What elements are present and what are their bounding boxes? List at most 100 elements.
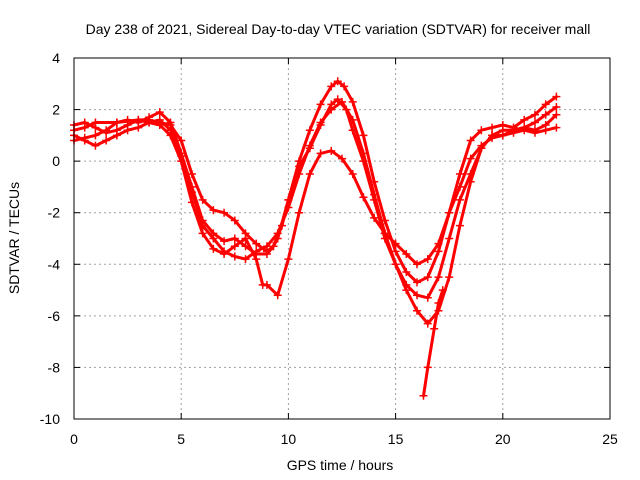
y-tick-label: 4: [52, 50, 60, 66]
data-point: [316, 118, 325, 127]
data-point: [241, 234, 250, 243]
data-point: [198, 195, 207, 204]
data-point: [380, 229, 389, 238]
data-point: [230, 242, 239, 251]
data-point: [413, 278, 422, 287]
data-point: [498, 121, 507, 130]
data-point: [305, 141, 314, 150]
data-point: [327, 82, 336, 91]
data-point: [477, 126, 486, 135]
data-point: [273, 291, 282, 300]
data-point: [520, 126, 529, 135]
data-point: [391, 247, 400, 256]
data-point: [295, 170, 304, 179]
plot-frame: [73, 57, 611, 420]
series-group: [70, 77, 561, 400]
data-point: [187, 198, 196, 207]
data-point: [327, 146, 336, 155]
data-point: [91, 131, 100, 140]
data-point: [177, 136, 186, 145]
data-point: [359, 193, 368, 202]
data-point: [348, 97, 357, 106]
x-tick-label: 15: [388, 431, 404, 447]
series-line-track-3: [72, 100, 558, 326]
data-point: [220, 237, 229, 246]
data-point: [455, 170, 464, 179]
data-point: [455, 221, 464, 230]
data-point: [455, 195, 464, 204]
data-point: [413, 291, 422, 300]
data-point: [430, 324, 439, 333]
data-point: [316, 100, 325, 109]
data-point: [91, 123, 100, 132]
y-tick-label: -10: [40, 411, 60, 427]
data-point: [338, 154, 346, 163]
data-point: [295, 208, 304, 217]
data-point: [123, 126, 132, 135]
data-point: [402, 249, 411, 258]
data-point: [338, 97, 346, 106]
data-point: [423, 293, 432, 302]
data-point: [155, 108, 164, 117]
data-point: [359, 149, 368, 158]
series-line-track-2: [72, 79, 558, 284]
data-point: [509, 128, 518, 137]
x-axis-label: GPS time / hours: [287, 457, 394, 473]
data-point: [134, 123, 143, 132]
axis-ticks: [73, 57, 611, 420]
data-point: [327, 105, 336, 114]
data-point: [466, 136, 475, 145]
x-tick-label: 5: [177, 431, 185, 447]
data-point: [413, 260, 422, 269]
data-point: [466, 154, 475, 163]
data-point: [80, 118, 89, 127]
data-point: [230, 252, 239, 261]
data-point: [423, 255, 432, 264]
data-point: [155, 121, 164, 130]
data-point: [402, 286, 411, 295]
data-point: [359, 131, 368, 140]
data-point: [423, 363, 432, 372]
y-tick-label: -4: [48, 256, 61, 272]
data-point: [438, 286, 447, 295]
data-point: [434, 298, 443, 307]
data-point: [552, 92, 561, 101]
y-axis-label: SDTVAR / TECUs: [6, 182, 22, 294]
data-point: [477, 141, 486, 150]
data-point: [145, 118, 154, 127]
data-point: [262, 249, 271, 258]
data-point: [295, 157, 304, 166]
data-point: [541, 110, 550, 119]
data-point: [488, 123, 497, 132]
data-point: [552, 110, 561, 119]
data-point: [391, 260, 400, 269]
x-tick-label: 0: [70, 431, 78, 447]
data-point: [80, 136, 89, 145]
data-point: [241, 255, 250, 264]
data-point: [370, 190, 379, 199]
x-tick-label: 20: [495, 431, 511, 447]
data-point: [134, 115, 143, 124]
data-point: [333, 95, 342, 104]
data-point: [455, 182, 464, 191]
chart-title: Day 238 of 2021, Sidereal Day-to-day VTE…: [86, 21, 591, 37]
data-point: [220, 249, 229, 258]
data-point: [198, 229, 207, 238]
data-point: [348, 115, 357, 124]
data-point: [552, 102, 561, 111]
data-point: [284, 203, 293, 212]
data-point: [423, 273, 432, 282]
data-point: [423, 319, 432, 328]
data-point: [230, 234, 239, 243]
data-point: [209, 234, 218, 243]
y-tick-labels: 4 2 0 -2 -4 -6 -8 -10: [40, 50, 60, 427]
y-tick-label: -6: [48, 308, 61, 324]
data-point: [370, 213, 379, 222]
data-point: [498, 131, 507, 140]
data-point: [262, 280, 271, 289]
y-tick-label: -2: [48, 205, 61, 221]
data-point: [333, 77, 342, 86]
data-point: [340, 82, 349, 91]
data-point: [530, 110, 539, 119]
